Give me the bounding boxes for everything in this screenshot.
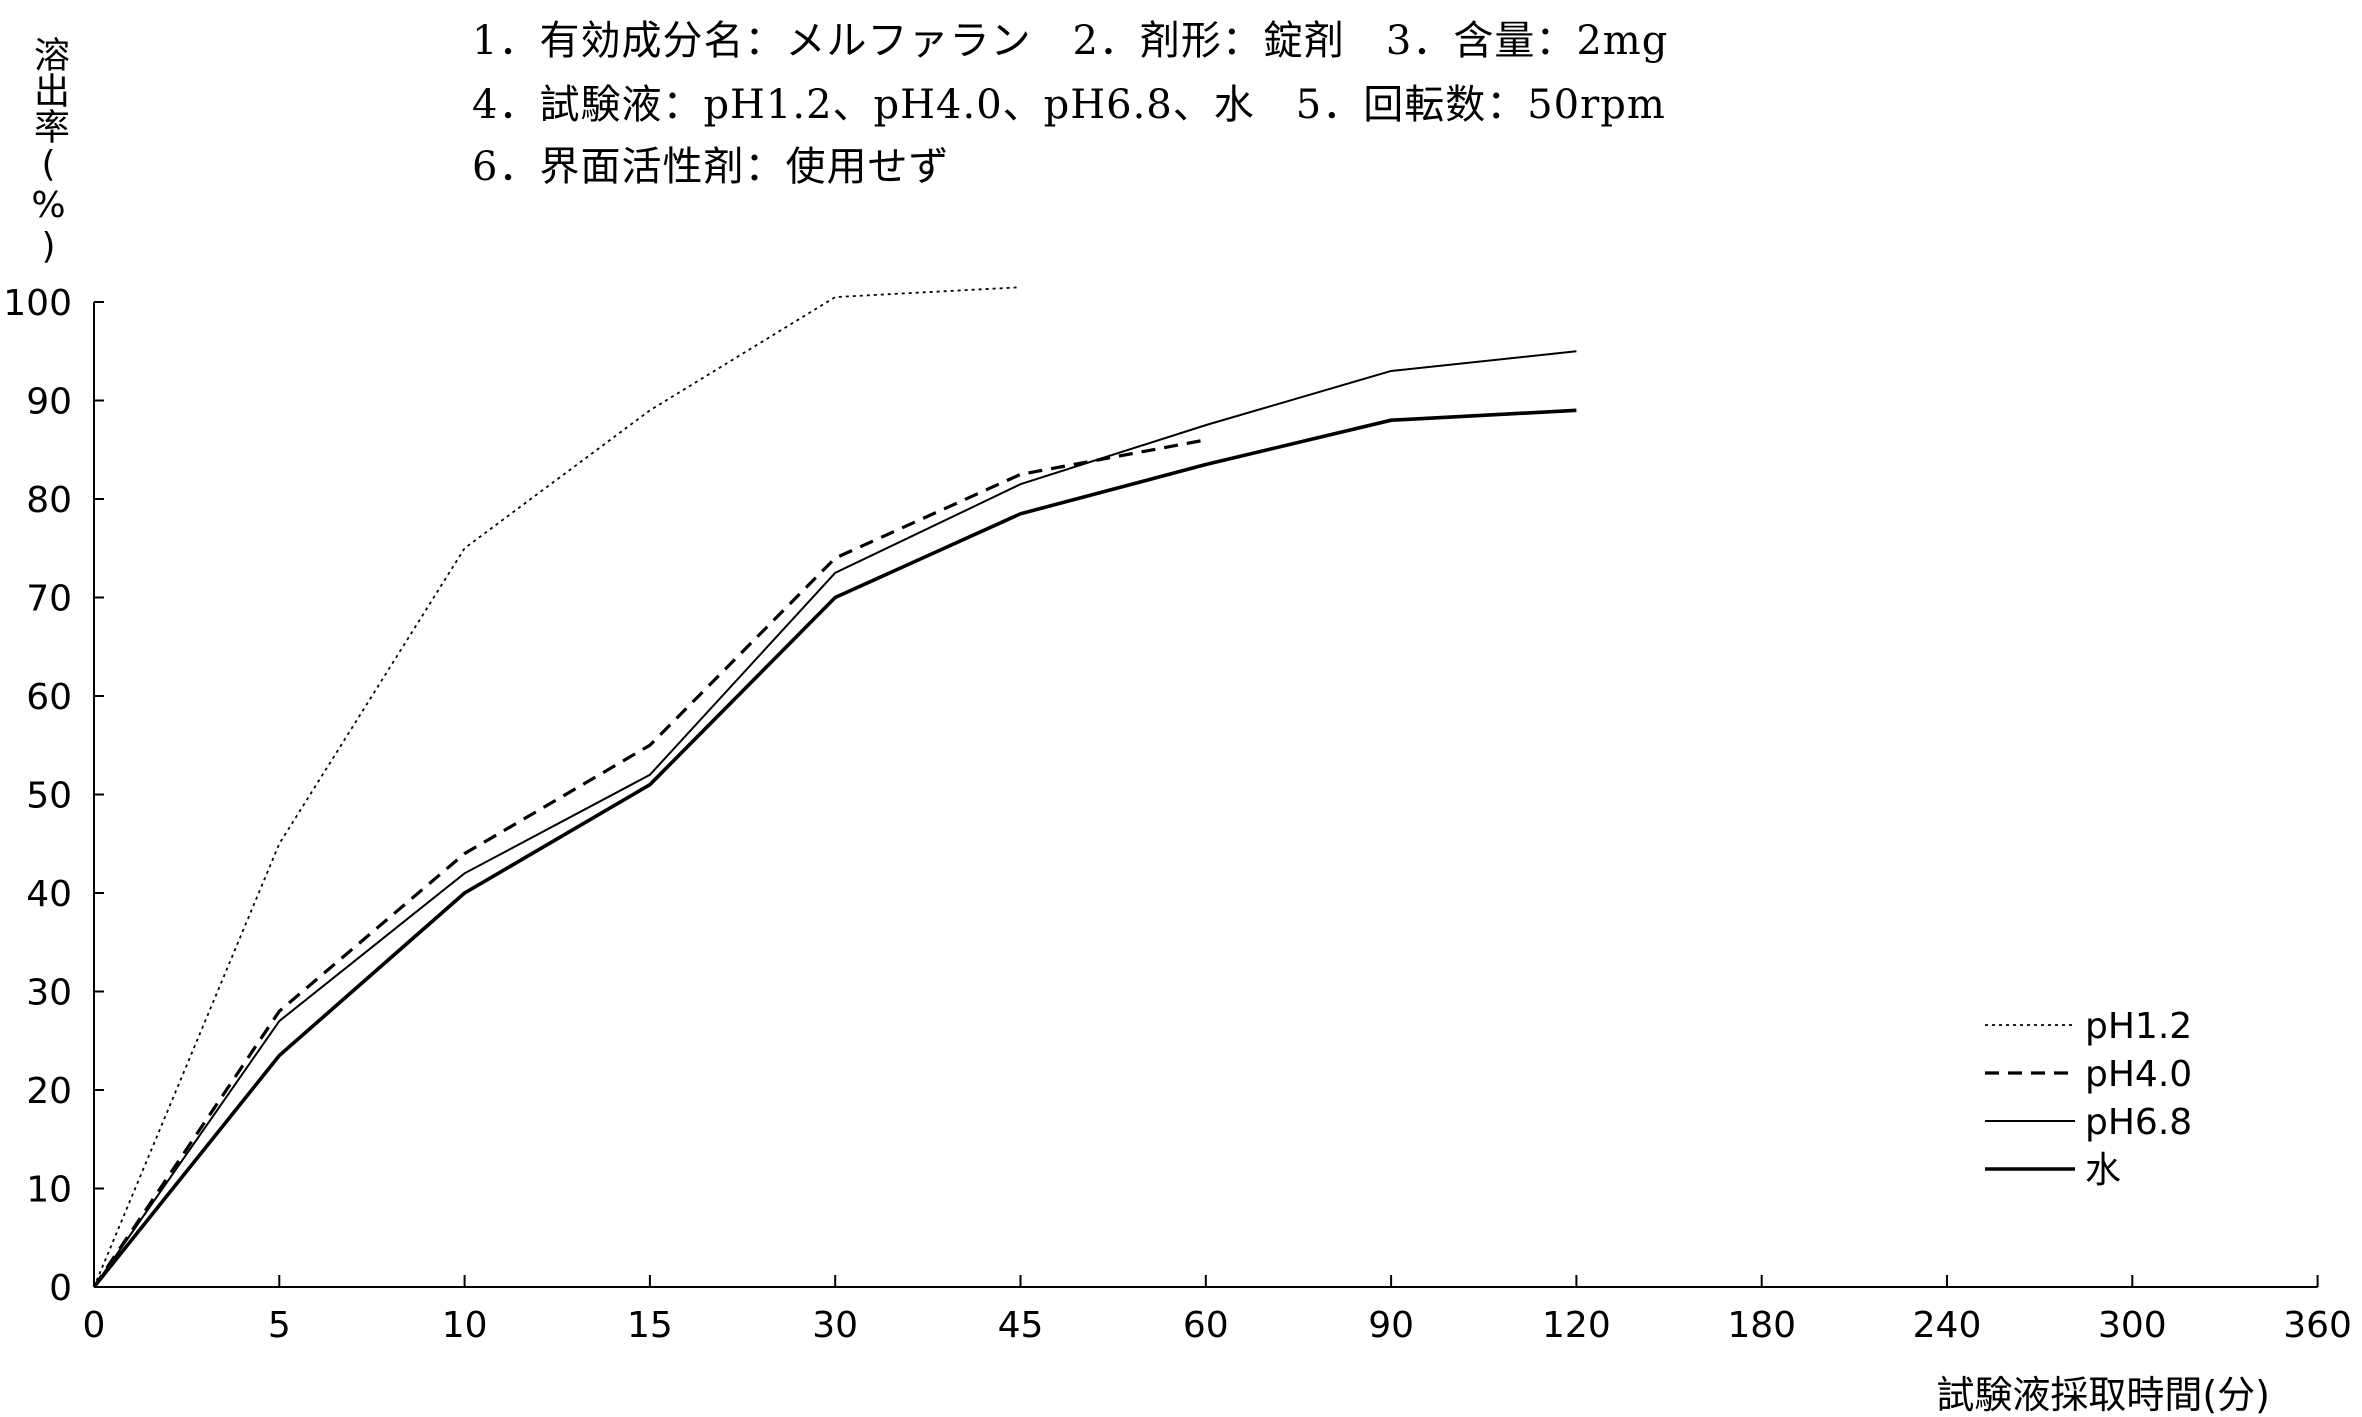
x-tick-label: 10 bbox=[442, 1305, 488, 1346]
y-tick-label: 50 bbox=[26, 776, 72, 817]
x-tick-label: 0 bbox=[83, 1305, 106, 1346]
series-line-水 bbox=[92, 408, 1577, 1289]
legend-label: pH4.0 bbox=[2085, 1054, 2192, 1095]
x-tick-label: 15 bbox=[627, 1305, 673, 1346]
y-tick-label: 60 bbox=[26, 677, 72, 718]
x-tick-label: 180 bbox=[1727, 1305, 1796, 1346]
y-tick-label: 20 bbox=[26, 1071, 72, 1112]
x-tick-label: 30 bbox=[812, 1305, 858, 1346]
y-axis-label: 溶出率(%) bbox=[28, 36, 69, 267]
legend-label: pH6.8 bbox=[2085, 1102, 2192, 1143]
y-tick-label: 70 bbox=[26, 579, 72, 620]
y-tick-label: 40 bbox=[26, 874, 72, 915]
series-line-pH1.2 bbox=[93, 286, 1021, 1288]
y-tick-label: 100 bbox=[3, 283, 72, 324]
x-tick-label: 5 bbox=[268, 1305, 291, 1346]
condition-line-3: 6．界面活性剤：使用せず bbox=[472, 144, 950, 190]
condition-line-2: 4．試験液：pH1.2、pH4.0、pH6.8、水 5．回転数：50rpm bbox=[472, 82, 1666, 128]
y-tick-label: 0 bbox=[49, 1268, 72, 1309]
legend-label: 水 bbox=[2085, 1150, 2121, 1191]
series-line-pH4.0 bbox=[92, 438, 1207, 1288]
x-tick-label: 60 bbox=[1183, 1305, 1229, 1346]
x-tick-label: 300 bbox=[2098, 1305, 2167, 1346]
legend-label: pH1.2 bbox=[2085, 1006, 2192, 1047]
y-tick-label: 90 bbox=[26, 382, 72, 423]
x-tick-label: 45 bbox=[998, 1305, 1044, 1346]
y-tick-label: 80 bbox=[26, 480, 72, 521]
y-tick-label: 10 bbox=[26, 1170, 72, 1211]
x-tick-label: 240 bbox=[1913, 1305, 1982, 1346]
x-tick-label: 90 bbox=[1368, 1305, 1414, 1346]
x-axis-label: 試験液採取時間(分) bbox=[1936, 1373, 2270, 1417]
x-tick-label: 360 bbox=[2283, 1305, 2352, 1346]
condition-line-1: 1．有効成分名：メルファラン 2．剤形：錠剤 3．含量：2mg bbox=[472, 18, 1669, 64]
x-tick-label: 120 bbox=[1542, 1305, 1611, 1346]
series-line-pH6.8 bbox=[93, 350, 1577, 1288]
y-tick-label: 30 bbox=[26, 973, 72, 1014]
